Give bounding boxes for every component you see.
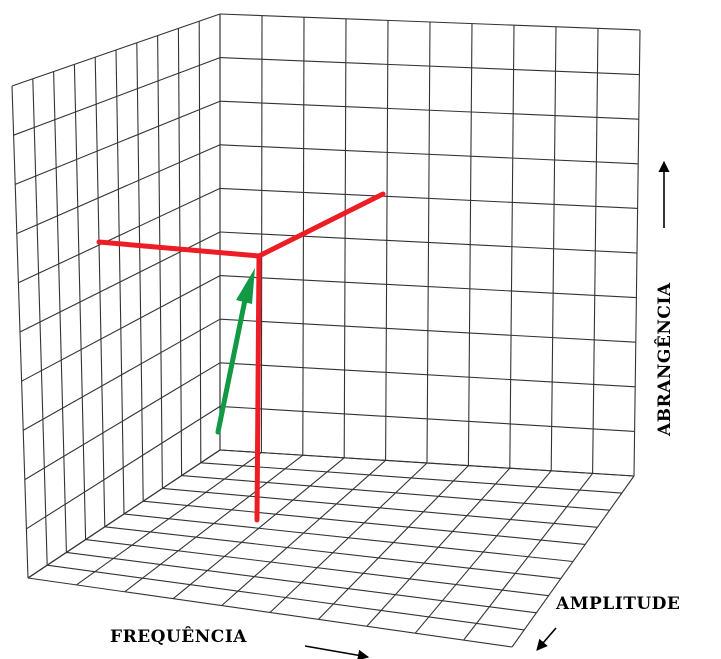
red-axes xyxy=(96,191,386,523)
left-wall-row-line xyxy=(26,405,221,530)
back-wall-row-line xyxy=(219,100,639,120)
left-wall-row-line xyxy=(19,231,221,333)
floor-row-line xyxy=(219,449,635,477)
floor-row-line xyxy=(181,475,610,511)
left-wall-grid xyxy=(11,13,221,579)
back-wall-row-line xyxy=(219,187,638,209)
back-wall-row-line xyxy=(219,13,641,31)
back-wall-row-line xyxy=(219,144,639,165)
floor-row-line xyxy=(143,500,586,545)
back-wall-row-line xyxy=(219,275,637,299)
floor-row-line xyxy=(47,564,525,631)
back-wall-row-line xyxy=(219,231,638,254)
left-wall-row-line xyxy=(22,318,221,431)
floor-grid xyxy=(27,449,635,648)
left-wall-row-line xyxy=(18,187,221,284)
red-left-axis xyxy=(96,239,262,259)
coverage-axis-label: ABRANGÊNCIA xyxy=(654,282,675,437)
floor-row-line xyxy=(162,487,598,528)
floor-row-line xyxy=(104,526,561,580)
red-vertical-axis xyxy=(254,253,262,523)
green-arrowhead xyxy=(236,268,255,304)
floor-row-line xyxy=(85,539,549,597)
red-depth-axis xyxy=(256,191,386,259)
floor-row-line xyxy=(27,577,513,648)
back-wall-row-line xyxy=(219,405,635,432)
left-wall-row-line xyxy=(21,275,221,382)
amplitude-direction-arrow xyxy=(536,627,557,651)
green-arrow-shaft xyxy=(215,292,249,435)
left-wall-row-line xyxy=(24,362,221,481)
left-wall-row-line xyxy=(13,57,221,136)
floor-row-line xyxy=(200,462,622,494)
back-wall-row-line xyxy=(219,362,636,388)
left-wall-row-line xyxy=(16,144,221,235)
back-wall-row-line xyxy=(219,318,636,343)
frequency-axis-label: FREQUÊNCIA xyxy=(110,626,247,647)
floor-row-line xyxy=(123,513,574,563)
floor-row-line xyxy=(66,551,537,614)
left-wall-row-line xyxy=(11,13,221,87)
back-wall-row-line xyxy=(219,57,640,76)
left-wall-row-line xyxy=(14,100,221,185)
frequency-direction-arrow xyxy=(304,645,370,659)
green-vector-arrow xyxy=(215,268,255,435)
amplitude-axis-label: AMPLITUDE xyxy=(555,594,680,614)
